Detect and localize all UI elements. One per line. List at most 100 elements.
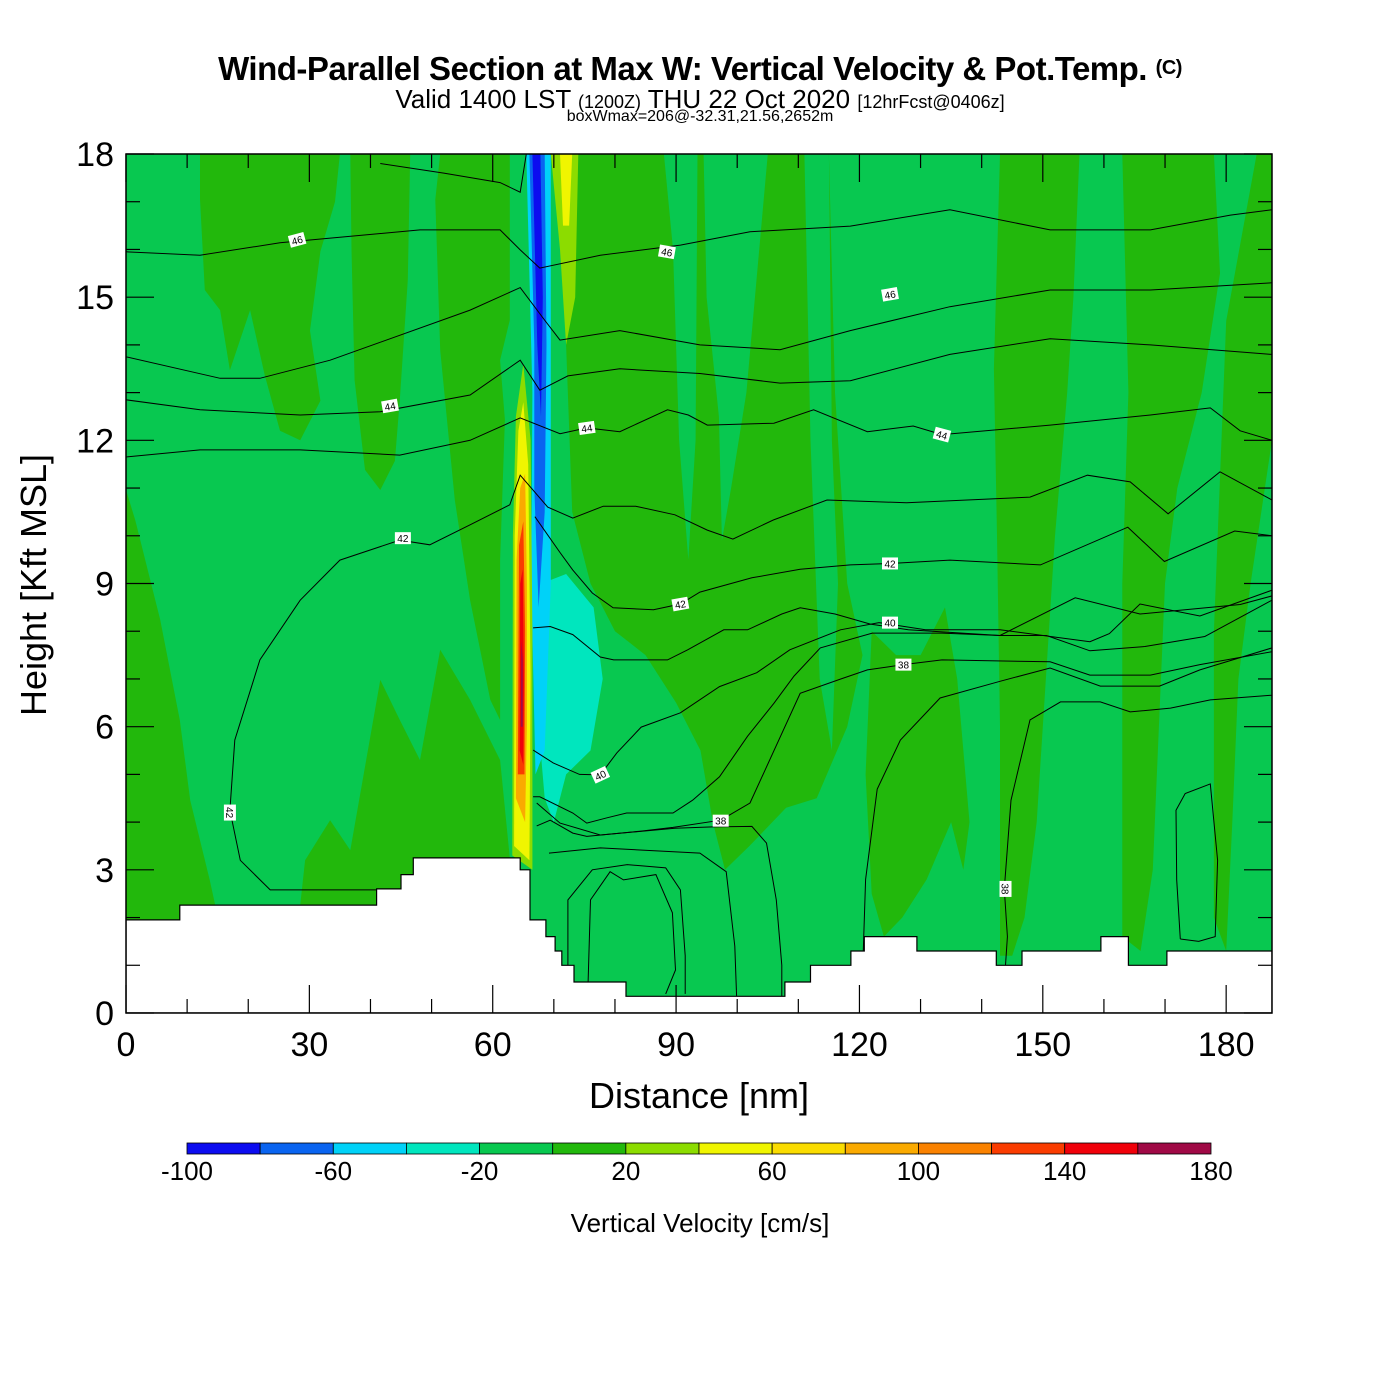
- theta-label-7: 42: [671, 596, 690, 612]
- colorbar-swatch-13: [1137, 1142, 1212, 1155]
- y-tick-label: 3: [95, 852, 114, 890]
- velocity-region-12: [538, 574, 603, 823]
- theta-contour-5: [229, 471, 1272, 891]
- plot-area: 46 46 46 44 44 44 42 42 42 42 40 40 38 38 38: [126, 154, 1272, 1013]
- colorbar-swatch-6: [625, 1142, 700, 1155]
- theta-label-text: 44: [581, 423, 594, 436]
- colorbar-tick-label: 20: [611, 1156, 640, 1186]
- velocity-region-16: [550, 154, 579, 345]
- x-tick-label: 0: [117, 1026, 136, 1064]
- theta-label-text: 42: [674, 599, 687, 612]
- theta-label-4: 44: [578, 420, 596, 436]
- theta-contour-4: [126, 407, 1272, 458]
- velocity-region-15: [532, 154, 543, 417]
- velocity-region-4: [300, 649, 510, 918]
- box-wmax-info: boxWmax=206@-32.31,21.56,2652m: [566, 108, 834, 125]
- theta-label-13: 38: [895, 658, 912, 672]
- theta-contour-labels: 46 46 46 44 44 44 42 42 42 42 40 40 38 38 38: [223, 232, 1012, 897]
- colorbar-tick-label: -60: [314, 1156, 352, 1186]
- colorbar-swatch-4: [479, 1142, 554, 1155]
- colorbar-label: Vertical Velocity [cm/s]: [571, 1208, 830, 1238]
- theta-label-6: 42: [394, 532, 411, 545]
- valid-date: THU 22 Oct 2020: [647, 84, 851, 114]
- velocity-region-6: [663, 154, 698, 560]
- theta-label-14: 38: [999, 880, 1012, 897]
- theta-label-text: 44: [935, 429, 949, 443]
- theta-contour-1: [380, 154, 527, 193]
- theta-contour-3: [126, 338, 1272, 416]
- theta-label-0: 46: [287, 232, 307, 248]
- theta-label-text: 46: [660, 247, 673, 260]
- velocity-region-2: [435, 154, 510, 720]
- colorbar-swatch-11: [991, 1142, 1066, 1155]
- valid-utc-time: (1200Z): [577, 92, 641, 112]
- chart-title: Wind-Parallel Section at Max W: Vertical…: [0, 50, 1400, 88]
- theta-label-8: 42: [882, 557, 898, 570]
- terrain: [126, 857, 1272, 1013]
- theta-label-text: 38: [715, 817, 727, 828]
- theta-contour-12: [1003, 694, 1272, 966]
- theta-label-bg: [882, 557, 898, 570]
- axis-ticks: 0 30 60 90 120 150 180 0 3 6 9 12 15 18: [76, 136, 1272, 1064]
- velocity-region-9: [1122, 154, 1220, 951]
- y-axis-label: Height [Kft MSL]: [13, 454, 54, 716]
- colorbar-swatch-12: [1064, 1142, 1139, 1155]
- theta-contour-2: [126, 282, 1272, 379]
- theta-label-bg: [223, 804, 236, 821]
- theta-label-text: 42: [223, 807, 234, 819]
- y-tick-label: 12: [76, 422, 114, 460]
- theta-label-text: 42: [884, 559, 896, 570]
- theta-label-1: 46: [657, 244, 676, 260]
- theta-label-text: 42: [397, 534, 409, 545]
- title-text: Wind-Parallel Section at Max W: Vertical…: [218, 50, 1147, 87]
- colorbar-tick-label: -100: [161, 1156, 213, 1186]
- y-tick-label: 0: [95, 995, 114, 1033]
- colorbar-swatch-8: [771, 1142, 846, 1155]
- theta-label-bg: [882, 616, 898, 629]
- theta-contour-9: [533, 599, 1272, 824]
- theta-label-3: 44: [381, 398, 399, 414]
- theta-contour-17: [1175, 783, 1219, 942]
- theta-label-bg: [895, 658, 912, 671]
- theta-contour-0: [126, 209, 1272, 269]
- velocity-region-5: [566, 154, 863, 870]
- theta-label-text: 44: [384, 401, 397, 414]
- colorbar-swatch-0: [186, 1142, 261, 1155]
- theta-contour-16: [587, 871, 677, 995]
- x-tick-label: 90: [657, 1026, 695, 1064]
- colorbar-tick-label: -20: [461, 1156, 499, 1186]
- theta-contour-10: [536, 651, 1272, 837]
- colorbar-swatch-3: [406, 1142, 480, 1155]
- copyright-mark: (C): [1155, 57, 1183, 79]
- velocity-region-23: [520, 640, 523, 727]
- x-tick-label: 120: [831, 1026, 888, 1064]
- valid-local-time: Valid 1400 LST: [395, 84, 571, 114]
- x-axis-label: Distance [nm]: [589, 1075, 809, 1116]
- colorbar-tick-label: 140: [1043, 1156, 1086, 1186]
- x-tick-label: 150: [1014, 1026, 1071, 1064]
- valid-time-subtitle: Valid 1400 LST (1200Z) THU 22 Oct 2020 […: [0, 84, 1400, 115]
- velocity-region-3: [126, 490, 216, 920]
- x-tick-label: 180: [1198, 1026, 1255, 1064]
- theta-contour-14: [548, 847, 738, 997]
- y-tick-label: 15: [76, 279, 114, 317]
- theta-contour-15: [567, 864, 686, 994]
- theta-label-bg: [671, 596, 690, 612]
- theta-label-bg: [657, 244, 676, 260]
- theta-contour-7: [533, 595, 1272, 661]
- theta-label-text: 38: [999, 883, 1010, 895]
- x-tick-label: 30: [290, 1026, 328, 1064]
- colorbar-tick-label: 100: [897, 1156, 940, 1186]
- velocity-region-7: [804, 154, 838, 751]
- x-tick-label: 60: [474, 1026, 512, 1064]
- y-tick-label: 18: [76, 136, 114, 174]
- theta-label-bg: [932, 426, 952, 443]
- theta-label-2: 46: [881, 287, 899, 302]
- theta-label-bg: [381, 398, 399, 414]
- theta-label-10: 40: [590, 766, 611, 784]
- velocity-region-0: [200, 154, 340, 441]
- velocity-fills: [126, 154, 1272, 956]
- colorbar-swatch-2: [332, 1142, 407, 1155]
- velocity-region-17: [560, 154, 573, 226]
